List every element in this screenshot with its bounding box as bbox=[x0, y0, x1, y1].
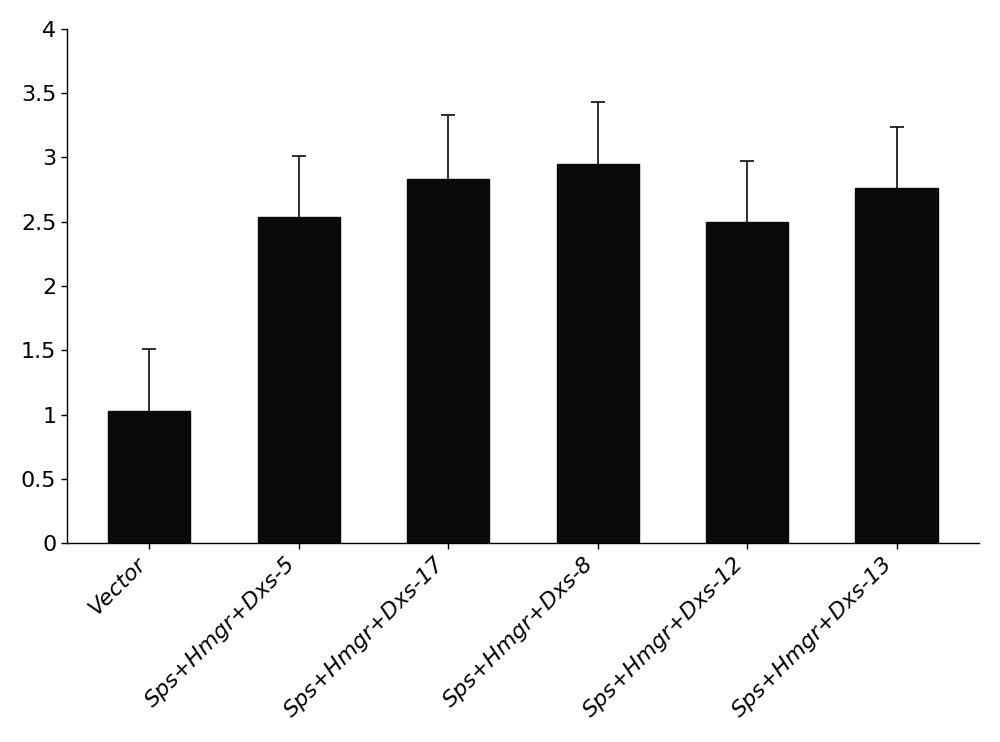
Bar bbox=[108, 411, 190, 543]
Bar bbox=[855, 188, 938, 543]
Bar bbox=[407, 180, 489, 543]
Bar bbox=[557, 164, 639, 543]
Bar bbox=[706, 222, 788, 543]
Bar bbox=[258, 217, 340, 543]
